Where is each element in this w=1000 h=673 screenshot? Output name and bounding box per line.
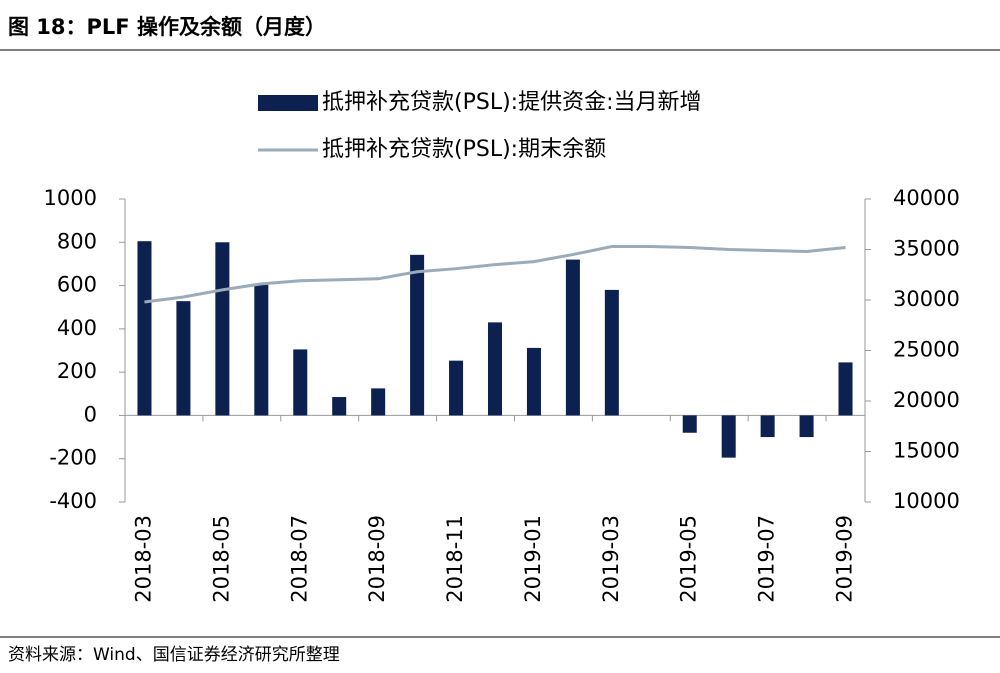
x-tick-label: 2018-09 — [365, 515, 389, 603]
line — [144, 244, 846, 304]
bar — [254, 284, 269, 416]
bar — [410, 254, 425, 416]
y2-tick-label: 15000 — [893, 439, 960, 463]
bar — [487, 322, 503, 416]
x-tick-label: 2018-03 — [131, 515, 155, 603]
y2-tick-label: 40000 — [893, 186, 960, 210]
y-tick-label: -400 — [49, 489, 97, 513]
source-note: 资料来源：Wind、国信证券经济研究所整理 — [8, 645, 340, 665]
x-tick-label: 2018-07 — [287, 515, 311, 603]
legend-label: 抵押补充贷款(PSL):期末余额 — [322, 137, 606, 162]
legend-swatch — [258, 95, 318, 111]
x-tick-label: 2019-01 — [521, 515, 545, 603]
y-tick-label: 1000 — [44, 186, 97, 210]
y-tick-label: 0 — [84, 402, 97, 426]
bar — [176, 301, 191, 416]
x-tick-label: 2019-05 — [677, 515, 701, 603]
y2-tick-label: 10000 — [893, 489, 960, 513]
x-tick-label: 2019-03 — [599, 515, 623, 603]
bar — [332, 397, 347, 416]
y2-tick-label: 30000 — [893, 287, 960, 311]
x-tick-label: 2018-11 — [443, 515, 467, 603]
bar — [449, 360, 464, 416]
y-tick-label: 800 — [57, 229, 97, 253]
bar — [137, 241, 152, 416]
x-tick-label: 2018-05 — [209, 515, 233, 603]
y-tick-label: 600 — [57, 273, 97, 297]
bar — [565, 259, 580, 416]
bar — [526, 347, 541, 416]
y2-tick-label: 35000 — [893, 237, 960, 261]
bar — [721, 415, 736, 458]
y2-tick-label: 25000 — [893, 338, 960, 362]
y-tick-label: 400 — [57, 316, 97, 340]
bar — [604, 289, 619, 416]
bar — [838, 362, 853, 416]
y-tick-label: -200 — [49, 446, 97, 470]
bar — [215, 242, 230, 416]
x-tick-label: 2019-09 — [833, 515, 857, 603]
x-tick-label: 2019-07 — [755, 515, 779, 603]
y2-tick-label: 20000 — [893, 388, 960, 412]
bar — [799, 415, 814, 438]
legend-label: 抵押补充贷款(PSL):提供资金:当月新增 — [322, 90, 701, 115]
bar — [371, 388, 386, 416]
y-tick-label: 200 — [57, 359, 97, 383]
bar — [760, 415, 775, 438]
bar — [682, 415, 697, 433]
bar — [293, 349, 308, 416]
chart-title: 图 18：PLF 操作及余额（月度） — [8, 15, 326, 39]
